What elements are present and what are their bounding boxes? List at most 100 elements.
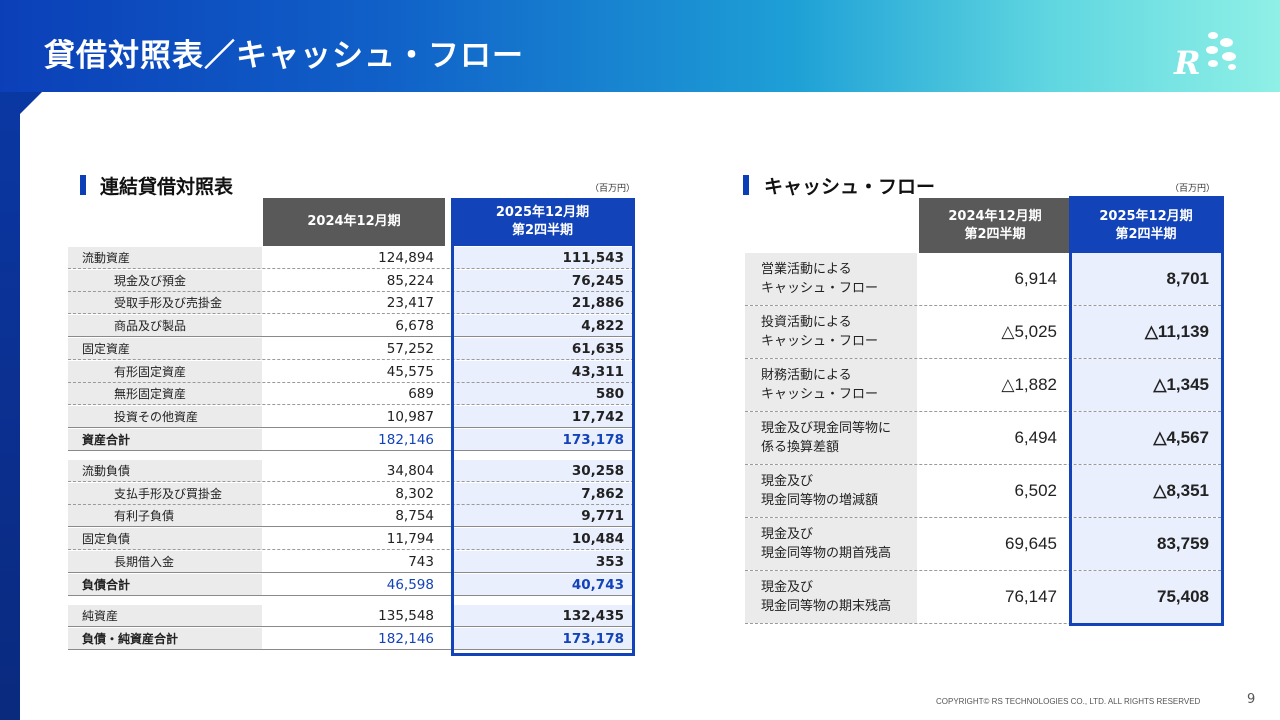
- row-label: 純資産: [68, 605, 262, 627]
- table-row: 流動資産 124,894 111,543: [68, 247, 634, 269]
- table-row: 投資活動による キャッシュ・フロー △5,025 △11,139: [745, 306, 1221, 359]
- value-2024: 135,548: [378, 608, 434, 624]
- table-row: 現金及び 現金同等物の増減額 6,502 △8,351: [745, 465, 1221, 518]
- value-2024: △1,882: [1001, 375, 1057, 394]
- row-label: 無形固定資産: [68, 383, 262, 405]
- row-label: 商品及び製品: [68, 315, 262, 337]
- row-divider: [745, 464, 1221, 465]
- row-label: 財務活動による キャッシュ・フロー: [745, 359, 917, 411]
- value-2024: 124,894: [378, 250, 434, 266]
- table-row: 有利子負債 8,754 9,771: [68, 505, 634, 527]
- row-divider: [745, 411, 1221, 412]
- row-divider: [68, 427, 634, 428]
- row-divider: [68, 504, 634, 505]
- value-2024: 23,417: [386, 295, 434, 311]
- balance-sheet-col2-header: 2025年12月期 第2四半期: [451, 198, 634, 246]
- row-label: 固定資産: [68, 338, 262, 360]
- table-row: 現金及び 現金同等物の期末残高 76,147 75,408: [745, 571, 1221, 624]
- row-divider: [745, 570, 1221, 571]
- value-2025: 75,408: [1071, 571, 1221, 623]
- row-label: 流動負債: [68, 460, 262, 482]
- value-2025: 76,245: [453, 270, 634, 292]
- table-row: 現金及び 現金同等物の期首残高 69,645 83,759: [745, 518, 1221, 571]
- value-2024: 6,914: [1014, 269, 1057, 288]
- row-label: 現金及び預金: [68, 270, 262, 292]
- value-2025: 83,759: [1071, 518, 1221, 570]
- table-row: 長期借入金 743 353: [68, 551, 634, 573]
- value-2024: 6,502: [1014, 481, 1057, 500]
- table-row: 商品及び製品 6,678 4,822: [68, 315, 634, 337]
- row-divider: [68, 526, 634, 527]
- value-2024: 8,754: [395, 508, 434, 524]
- value-2025: 40,743: [453, 574, 634, 596]
- row-label: 支払手形及び買掛金: [68, 483, 262, 505]
- value-2025: 111,543: [453, 247, 634, 269]
- row-divider: [745, 305, 1221, 306]
- row-divider: [68, 450, 634, 451]
- value-2025: 4,822: [453, 315, 634, 337]
- value-2025: 21,886: [453, 292, 634, 314]
- section-marker: [80, 175, 86, 195]
- row-label: 現金及び 現金同等物の期末残高: [745, 571, 917, 623]
- row-divider: [68, 382, 634, 383]
- row-divider: [68, 268, 634, 269]
- value-2025: △1,345: [1071, 359, 1221, 411]
- row-divider: [68, 626, 634, 627]
- company-logo: R: [1168, 24, 1248, 84]
- row-divider: [68, 404, 634, 405]
- row-label: 受取手形及び売掛金: [68, 292, 262, 314]
- row-label: 資産合計: [68, 429, 262, 451]
- table-row: 有形固定資産 45,575 43,311: [68, 361, 634, 383]
- row-divider: [68, 291, 634, 292]
- row-label: 現金及び現金同等物に 係る換算差額: [745, 412, 917, 464]
- row-divider: [745, 623, 1221, 624]
- cash-flow-col2-header: 2025年12月期 第2四半期: [1071, 198, 1221, 253]
- section-marker: [743, 175, 749, 195]
- value-2024: 11,794: [386, 531, 434, 547]
- balance-sheet-title: 連結貸借対照表: [100, 176, 234, 198]
- value-2024: 46,598: [386, 577, 434, 593]
- row-divider: [68, 313, 634, 314]
- table-row: 投資その他資産 10,987 17,742: [68, 406, 634, 428]
- value-2024: 76,147: [1005, 587, 1057, 606]
- balance-sheet-unit: （百万円）: [590, 184, 636, 194]
- value-2024: 689: [408, 386, 434, 402]
- row-label: 現金及び 現金同等物の期首残高: [745, 518, 917, 570]
- table-row: 負債合計 46,598 40,743: [68, 574, 634, 596]
- row-divider: [68, 549, 634, 550]
- table-row: 現金及び預金 85,224 76,245: [68, 270, 634, 292]
- value-2025: 17,742: [453, 406, 634, 428]
- value-2025: 61,635: [453, 338, 634, 360]
- value-2025: 43,311: [453, 361, 634, 383]
- row-label: 投資その他資産: [68, 406, 262, 428]
- row-label: 流動資産: [68, 247, 262, 269]
- value-2025: 10,484: [453, 528, 634, 550]
- table-row: 支払手形及び買掛金 8,302 7,862: [68, 483, 634, 505]
- value-2025: 173,178: [453, 628, 634, 650]
- value-2025: △8,351: [1071, 465, 1221, 517]
- value-2025: 132,435: [453, 605, 634, 627]
- copyright-footer: COPYRIGHT© RS TECHNOLOGIES CO., LTD. ALL…: [936, 697, 1201, 706]
- value-2025: △4,567: [1071, 412, 1221, 464]
- value-2025: 7,862: [453, 483, 634, 505]
- value-2025: 9,771: [453, 505, 634, 527]
- value-2024: 6,494: [1014, 428, 1057, 447]
- value-2024: 57,252: [386, 341, 434, 357]
- value-2024: △5,025: [1001, 322, 1057, 341]
- row-label: 投資活動による キャッシュ・フロー: [745, 306, 917, 358]
- value-2025: 353: [453, 551, 634, 573]
- balance-sheet-col1-header: 2024年12月期: [263, 198, 445, 246]
- table-row: 受取手形及び売掛金 23,417 21,886: [68, 292, 634, 314]
- table-row: 純資産 135,548 132,435: [68, 605, 634, 627]
- table-row: 固定負債 11,794 10,484: [68, 528, 634, 550]
- row-label: 負債合計: [68, 574, 262, 596]
- table-row: 固定資産 57,252 61,635: [68, 338, 634, 360]
- value-2024: 69,645: [1005, 534, 1057, 553]
- row-label: 固定負債: [68, 528, 262, 550]
- row-label: 長期借入金: [68, 551, 262, 573]
- row-divider: [68, 359, 634, 360]
- row-divider: [745, 358, 1221, 359]
- value-2024: 10,987: [386, 409, 434, 425]
- row-divider: [745, 517, 1221, 518]
- table-row: 財務活動による キャッシュ・フロー △1,882 △1,345: [745, 359, 1221, 412]
